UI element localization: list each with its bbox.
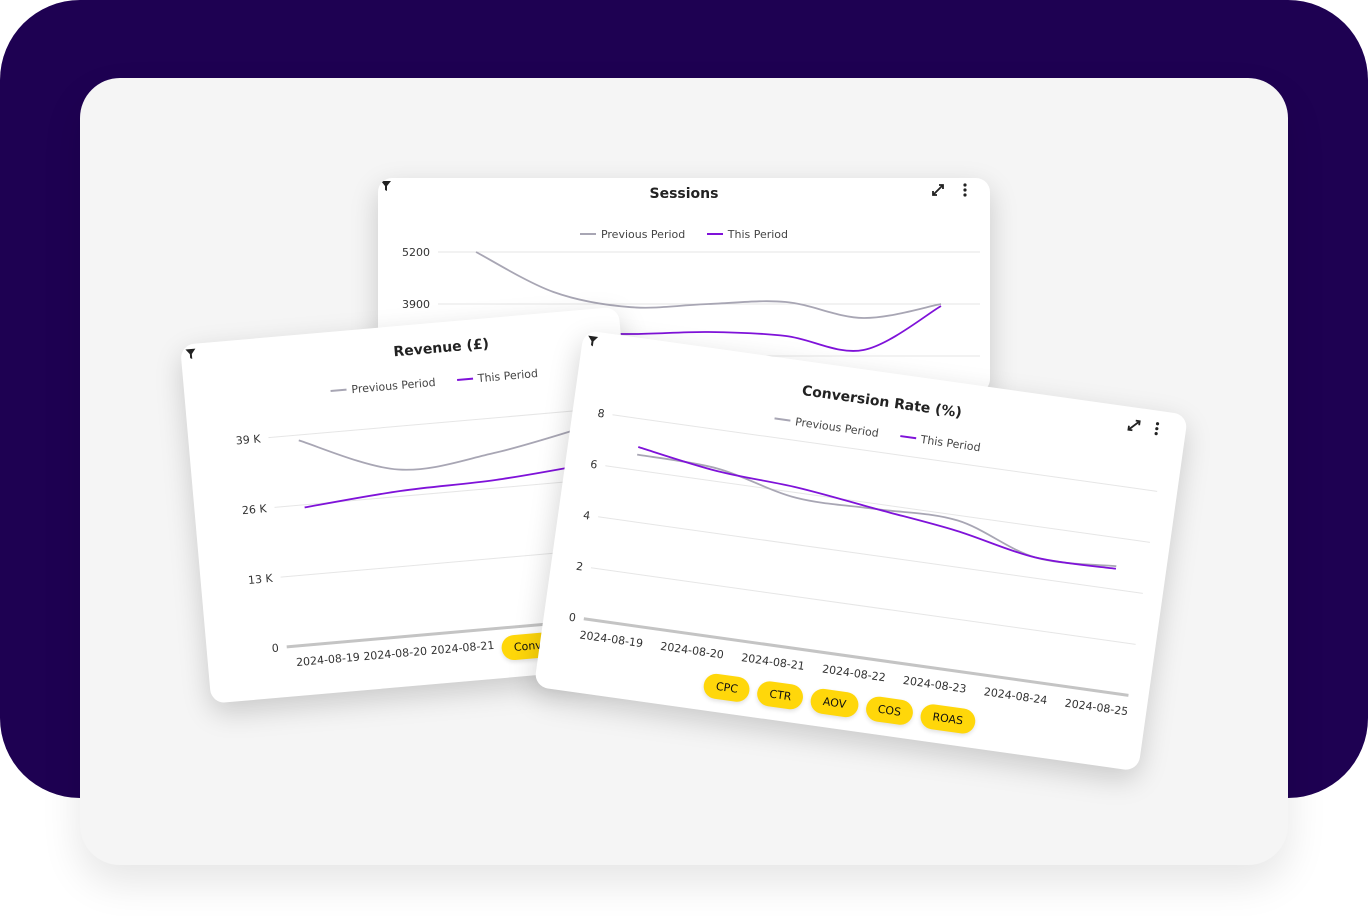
filter-icon[interactable] <box>380 180 400 200</box>
legend-item-current[interactable]: This Period <box>706 227 789 241</box>
legend-label: This Period <box>727 227 789 241</box>
series-line-current <box>304 462 593 509</box>
gridline <box>605 465 1151 543</box>
expand-icon[interactable] <box>1124 416 1147 439</box>
gridline <box>583 617 1129 697</box>
chart-legend: Previous Period This Period <box>378 225 990 241</box>
x-tick-label: 2024-08-24 <box>983 685 1048 707</box>
conversion-rate-chart-card: Conversion Rate (%) Previous Period This… <box>533 330 1189 772</box>
expand-icon[interactable] <box>930 182 950 202</box>
filter-icon[interactable] <box>585 335 608 358</box>
gridline <box>612 414 1158 492</box>
series-line-previous <box>475 251 942 319</box>
x-tick-label: 2024-08-20 <box>363 645 428 664</box>
series-line-previous <box>637 453 1117 568</box>
y-tick-label: 8 <box>597 407 606 421</box>
x-tick-label: 2024-08-25 <box>1064 697 1129 719</box>
y-tick-label: 4 <box>582 509 591 523</box>
legend-label: Previous Period <box>600 227 686 241</box>
y-tick-label: 39 K <box>235 432 262 447</box>
gridline <box>268 406 618 439</box>
x-tick-label: 2024-08-22 <box>821 663 886 685</box>
gridline <box>598 516 1143 594</box>
x-tick-label: 2024-08-20 <box>660 640 725 662</box>
x-tick-label: 2024-08-21 <box>740 651 805 673</box>
x-tick-label: 2024-08-21 <box>430 639 495 658</box>
x-tick-label: 2024-08-23 <box>902 674 967 696</box>
y-tick-label: 0 <box>568 611 577 625</box>
more-vertical-icon[interactable] <box>962 182 982 202</box>
y-tick-label: 2 <box>575 560 584 574</box>
filter-icon[interactable] <box>184 347 206 369</box>
x-tick-label: 2024-08-19 <box>579 628 644 650</box>
y-tick-label: 3900 <box>402 298 430 311</box>
y-tick-label: 0 <box>271 642 279 656</box>
gridline <box>590 567 1136 645</box>
x-tick-label: 2024-08-19 <box>296 651 361 670</box>
chart-title: Sessions <box>649 186 719 202</box>
more-vertical-icon[interactable] <box>1152 420 1175 443</box>
y-tick-label: 26 K <box>241 502 268 517</box>
y-tick-label: 13 K <box>247 572 274 587</box>
y-tick-label: 5200 <box>402 246 430 259</box>
legend-item-previous[interactable]: Previous Period <box>579 227 686 241</box>
series-line-current <box>637 446 1117 570</box>
y-tick-label: 6 <box>589 458 598 472</box>
series-line-previous <box>298 424 589 471</box>
